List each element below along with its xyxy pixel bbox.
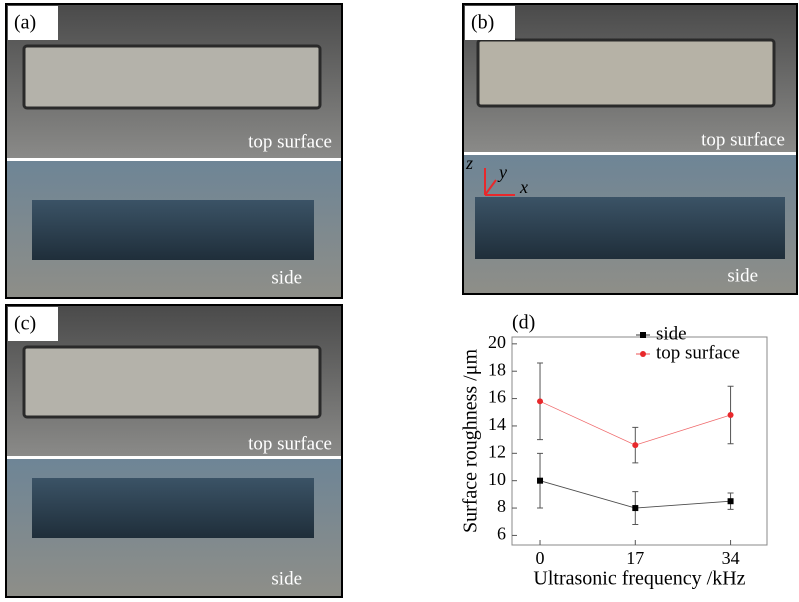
point — [632, 442, 639, 449]
y-tick-label: 10 — [488, 469, 506, 489]
axis-y — [484, 179, 497, 196]
panel-label: (b) — [471, 12, 494, 34]
panel-c: (c) top surface side — [5, 304, 343, 598]
label-box — [8, 307, 58, 341]
specimen-top — [476, 38, 776, 108]
axis-label: y — [497, 162, 507, 182]
frame — [462, 3, 798, 295]
legend-marker — [640, 351, 646, 357]
y-axis-label: Surface roughness /μm — [460, 349, 482, 533]
caption: top surface — [248, 131, 332, 152]
x-tick-label: 34 — [722, 548, 740, 568]
legend-label: side — [656, 323, 687, 344]
x-axis-label: Ultrasonic frequency /kHz — [533, 568, 745, 590]
panel-label: (d) — [512, 312, 535, 334]
axis-label: z — [465, 153, 473, 173]
frame — [5, 304, 343, 598]
caption: side — [271, 568, 302, 589]
panel-label: (a) — [14, 12, 36, 34]
point — [537, 398, 544, 405]
legend-label: top surface — [656, 342, 740, 363]
y-tick-label: 16 — [488, 387, 506, 407]
specimen-top — [22, 345, 322, 419]
y-tick-label: 18 — [488, 359, 506, 379]
panel-a: (a) top surface side — [5, 3, 343, 299]
axis-label: x — [519, 177, 528, 197]
panel-label: (c) — [14, 313, 36, 335]
point — [632, 505, 639, 512]
x-tick-label: 17 — [626, 548, 644, 568]
point — [537, 477, 544, 484]
legend-marker — [640, 332, 646, 338]
y-tick-label: 6 — [497, 524, 506, 544]
specimen-side — [475, 197, 785, 259]
caption: top surface — [248, 433, 332, 454]
caption: top surface — [701, 129, 785, 150]
specimen-side — [32, 200, 314, 260]
caption: side — [727, 265, 758, 286]
caption: side — [271, 267, 302, 288]
x-tick-label: 0 — [536, 548, 545, 568]
y-tick-label: 8 — [497, 496, 506, 516]
label-box — [8, 6, 58, 40]
y-tick-label: 14 — [488, 414, 506, 434]
frame — [5, 3, 343, 299]
panel-b: z y x (b) top surface side — [462, 3, 798, 295]
plot-frame — [511, 336, 768, 546]
point — [727, 498, 734, 505]
specimen-top — [22, 44, 322, 110]
point — [727, 412, 734, 418]
axes-indicator — [484, 168, 515, 196]
label-box — [465, 6, 515, 40]
specimen-side — [32, 478, 314, 538]
y-tick-label: 12 — [488, 441, 506, 461]
y-tick-label: 20 — [488, 332, 506, 352]
